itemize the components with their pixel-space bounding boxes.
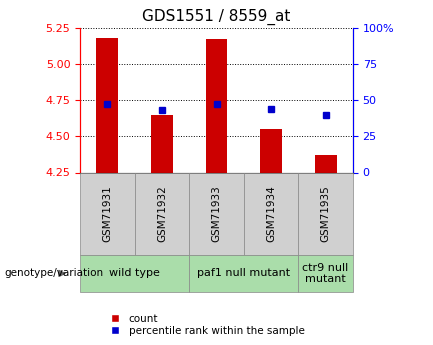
Bar <box>315 155 336 172</box>
Text: genotype/variation: genotype/variation <box>4 268 103 278</box>
Bar <box>244 172 298 255</box>
Bar <box>298 172 353 255</box>
Legend: count, percentile rank within the sample: count, percentile rank within the sample <box>100 309 309 340</box>
Text: paf1 null mutant: paf1 null mutant <box>197 268 291 278</box>
Title: GDS1551 / 8559_at: GDS1551 / 8559_at <box>142 9 291 25</box>
Text: GSM71931: GSM71931 <box>102 186 113 242</box>
Bar <box>80 255 189 292</box>
Bar <box>135 172 189 255</box>
Bar <box>298 255 353 292</box>
Bar <box>189 172 244 255</box>
Bar <box>189 255 298 292</box>
Text: GSM71933: GSM71933 <box>211 186 222 242</box>
Text: ctr9 null
mutant: ctr9 null mutant <box>303 263 349 284</box>
Bar <box>260 129 282 172</box>
Text: wild type: wild type <box>109 268 160 278</box>
Text: GSM71935: GSM71935 <box>320 186 331 242</box>
Bar <box>206 39 227 172</box>
Bar <box>151 115 173 172</box>
Bar <box>80 172 135 255</box>
Bar <box>97 38 118 172</box>
Text: GSM71934: GSM71934 <box>266 186 276 242</box>
Text: GSM71932: GSM71932 <box>157 186 167 242</box>
